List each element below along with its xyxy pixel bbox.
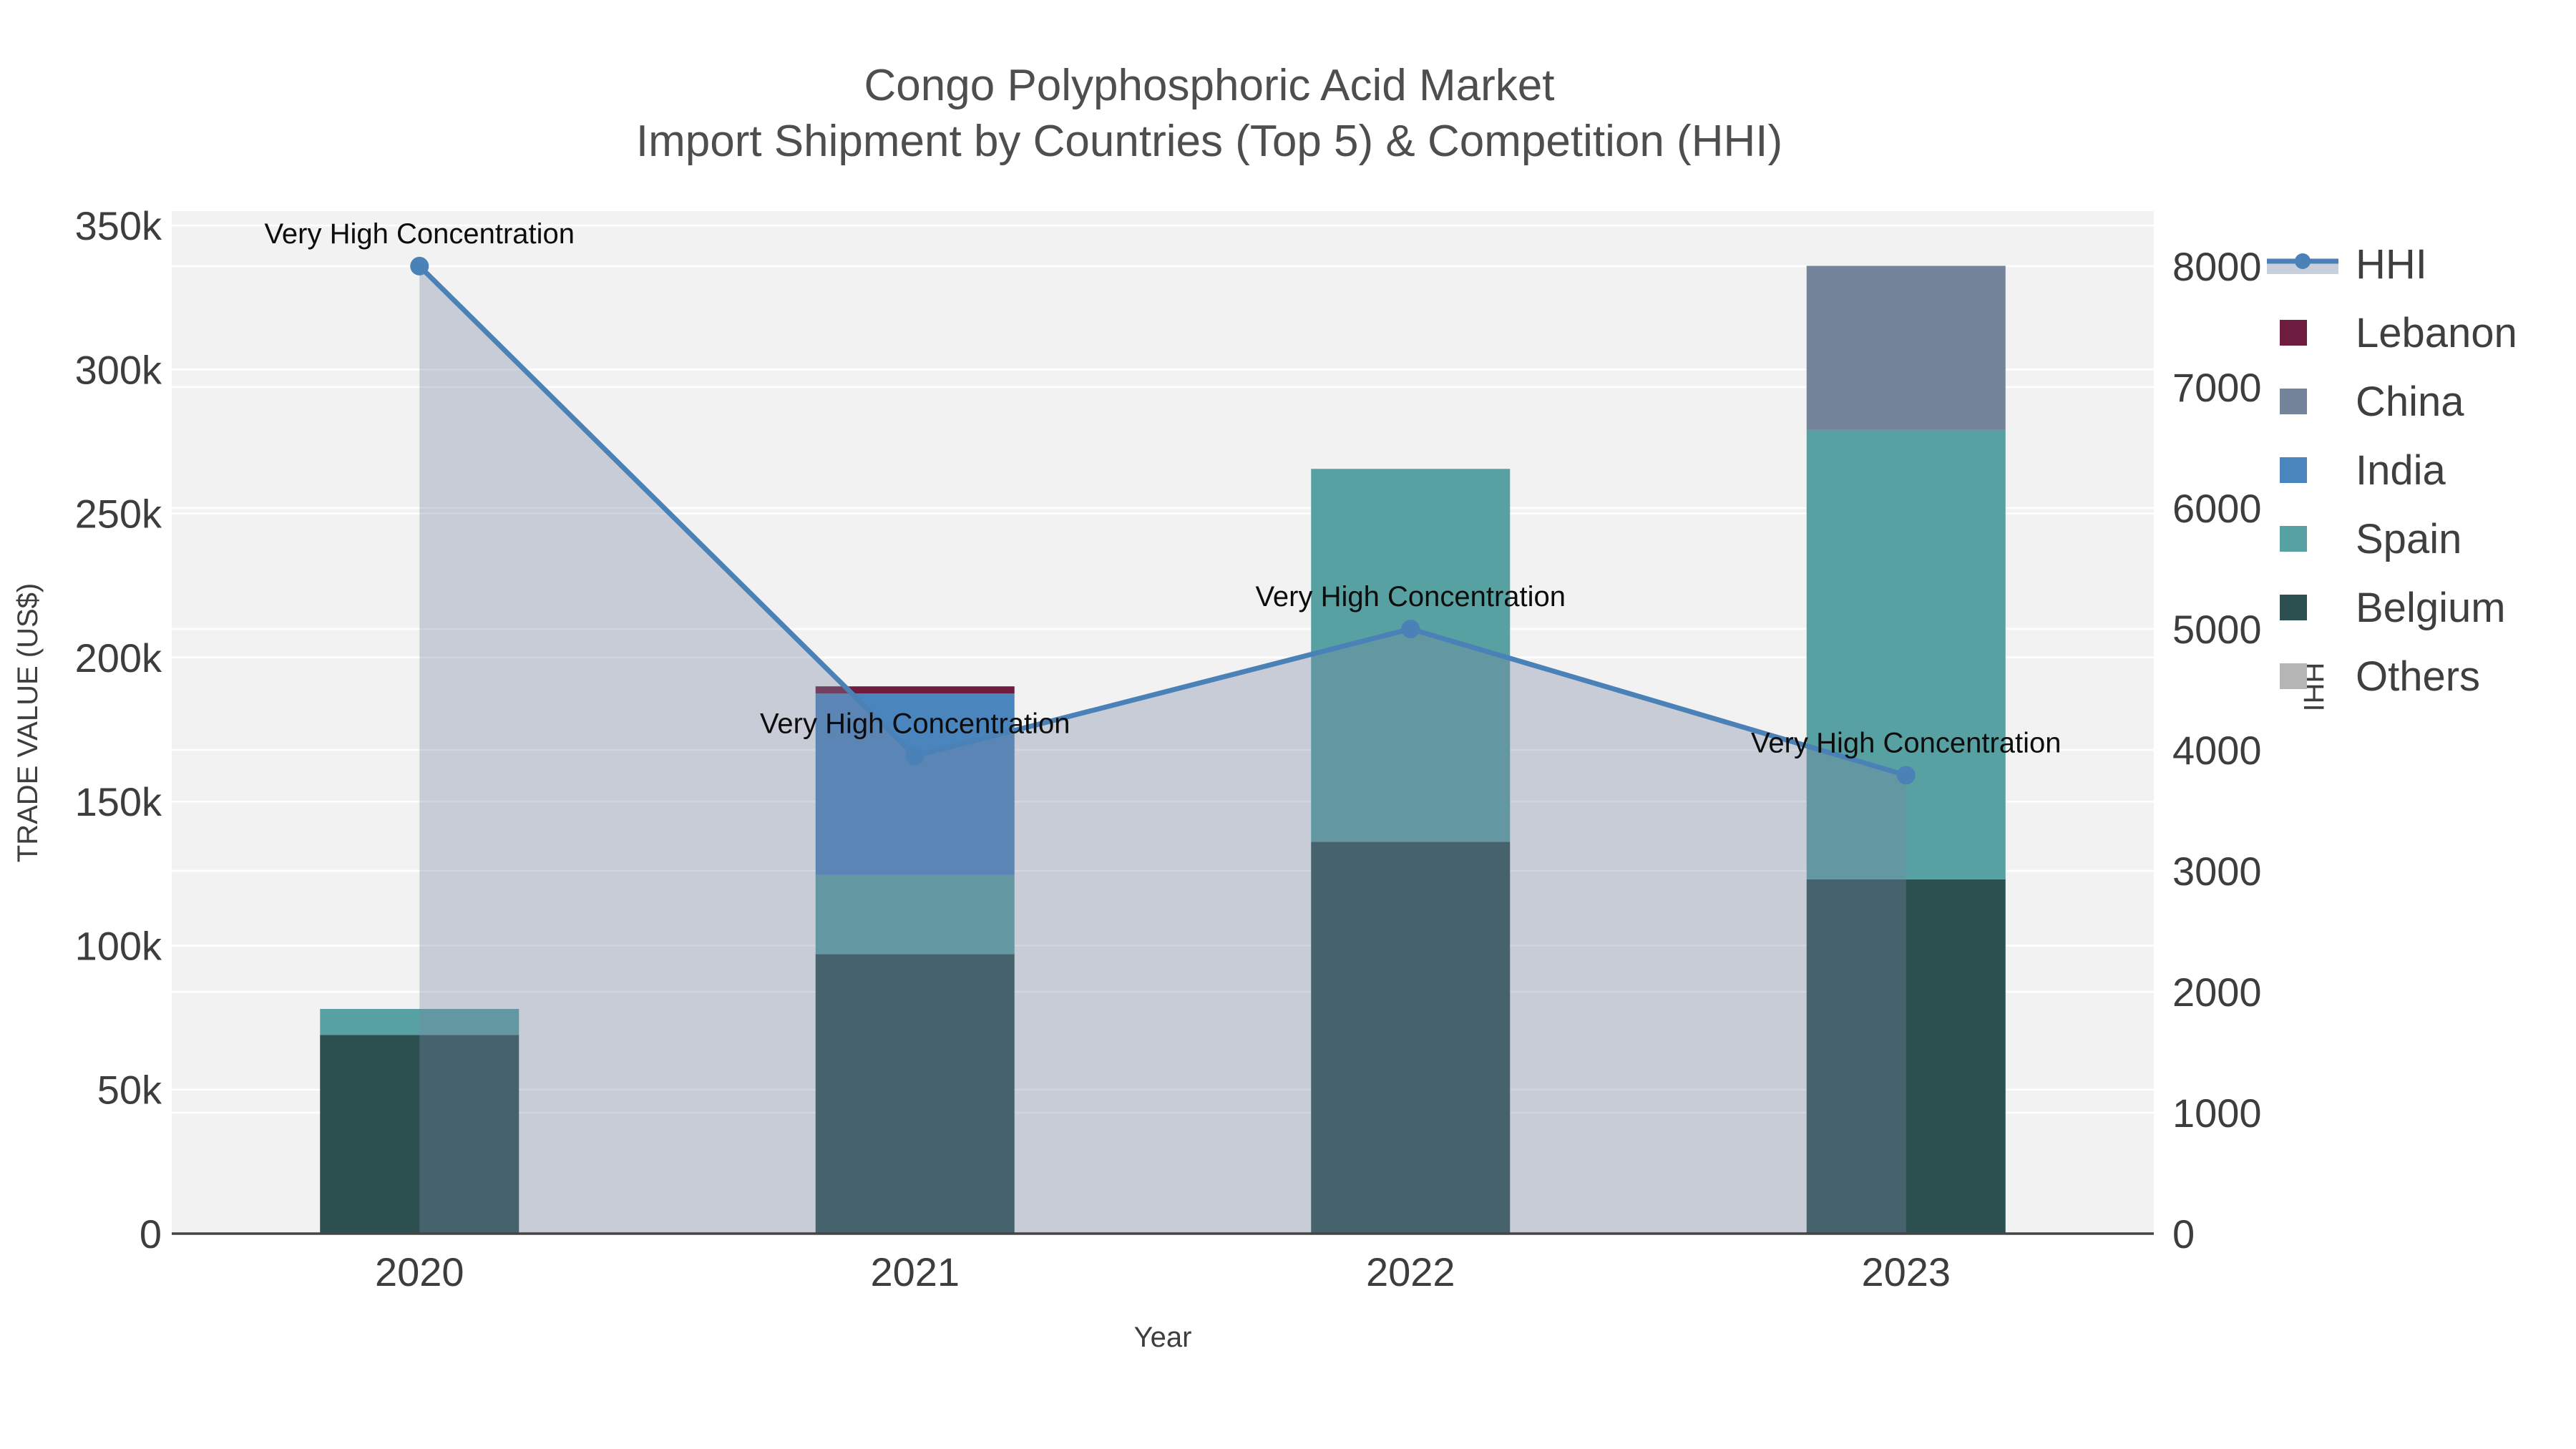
bar-segment-spain-2020[interactable]	[320, 1009, 519, 1035]
y-left-tick-250k: 250k	[75, 492, 162, 537]
x-axis-title: Year	[1134, 1322, 1192, 1353]
bar-segment-belgium-2020[interactable]	[320, 1035, 519, 1234]
bar-segment-belgium-2023[interactable]	[1806, 879, 2006, 1234]
plot-layer: Very High Concentration Very High Concent…	[75, 203, 2262, 1294]
y-right-tick-6000: 6000	[2172, 486, 2262, 531]
legend: HHI Lebanon China India Spain Belgium Others	[2267, 241, 2517, 700]
legend-swatch-others	[2280, 663, 2307, 689]
annotation-2020: Very High Concentration	[264, 218, 575, 250]
chart-title: Congo Polyphosphoric Acid Market	[864, 61, 1555, 110]
legend-label-others: Others	[2356, 653, 2480, 700]
bar-segment-spain-2023[interactable]	[1806, 429, 2006, 879]
legend-swatch-india	[2280, 457, 2307, 483]
legend-item-china[interactable]: China	[2280, 379, 2464, 425]
hhi-marker-2022[interactable]	[1401, 619, 1420, 638]
y-right-tick-4000: 4000	[2172, 728, 2262, 773]
y-left-tick-50k: 50k	[97, 1068, 162, 1113]
hhi-area-fill	[419, 265, 1906, 1234]
annotation-2021: Very High Concentration	[760, 708, 1070, 739]
y-right-tick-8000: 8000	[2172, 244, 2262, 289]
bar-segment-spain-2022[interactable]	[1311, 469, 1511, 842]
chart-subtitle: Import Shipment by Countries (Top 5) & C…	[636, 117, 1782, 166]
y-left-tick-150k: 150k	[75, 779, 162, 824]
y-right-tick-1000: 1000	[2172, 1091, 2262, 1136]
hhi-marker-2020[interactable]	[410, 256, 429, 275]
x-tick-2022: 2022	[1366, 1249, 1455, 1294]
legend-item-hhi[interactable]: HHI	[2267, 241, 2427, 288]
y-left-axis-title: TRADE VALUE (US$)	[12, 583, 44, 862]
y-left-tick-350k: 350k	[75, 203, 162, 248]
legend-item-belgium[interactable]: Belgium	[2280, 585, 2506, 631]
y-left-tick-300k: 300k	[75, 347, 162, 392]
legend-item-spain[interactable]: Spain	[2280, 516, 2462, 562]
hhi-marker-2023[interactable]	[1896, 766, 1916, 785]
bar-segment-belgium-2021[interactable]	[815, 954, 1015, 1234]
x-tick-2020: 2020	[375, 1249, 464, 1294]
x-tick-2021: 2021	[870, 1249, 960, 1294]
annotation-2022: Very High Concentration	[1255, 581, 1566, 613]
legend-item-india[interactable]: India	[2280, 447, 2446, 494]
y-left-tick-100k: 100k	[75, 923, 162, 968]
y-right-tick-0: 0	[2172, 1211, 2195, 1257]
legend-swatch-spain	[2280, 526, 2307, 552]
bar-segment-spain-2021[interactable]	[815, 874, 1015, 955]
y-right-tick-5000: 5000	[2172, 607, 2262, 652]
legend-label-china: China	[2356, 379, 2464, 425]
hhi-marker-2021[interactable]	[905, 746, 924, 766]
hhi-line[interactable]	[417, 264, 1907, 778]
legend-label-india: India	[2356, 447, 2446, 494]
y-right-tick-3000: 3000	[2172, 849, 2262, 894]
legend-swatch-lebanon	[2280, 320, 2307, 346]
y-right-tick-2000: 2000	[2172, 970, 2262, 1015]
bar-segment-lebanon-2021[interactable]	[815, 686, 1015, 694]
legend-label-spain: Spain	[2356, 516, 2462, 562]
legend-swatch-belgium	[2280, 595, 2307, 620]
y-left-tick-200k: 200k	[75, 635, 162, 680]
legend-label-belgium: Belgium	[2356, 585, 2506, 631]
legend-label-lebanon: Lebanon	[2356, 310, 2517, 356]
annotation-2023: Very High Concentration	[1751, 727, 2062, 758]
x-tick-2023: 2023	[1861, 1249, 1951, 1294]
bar-segment-china-2023[interactable]	[1806, 265, 2006, 430]
y-left-tick-0: 0	[140, 1211, 162, 1257]
bar-segment-india-2021[interactable]	[815, 693, 1015, 875]
legend-item-lebanon[interactable]: Lebanon	[2280, 310, 2517, 356]
bar-segment-belgium-2022[interactable]	[1311, 841, 1511, 1234]
y-right-tick-7000: 7000	[2172, 365, 2262, 410]
legend-hhi-marker-icon	[2295, 253, 2311, 269]
legend-swatch-china	[2280, 389, 2307, 414]
legend-label-hhi: HHI	[2356, 241, 2427, 288]
legend-item-others[interactable]: Others	[2280, 653, 2480, 700]
